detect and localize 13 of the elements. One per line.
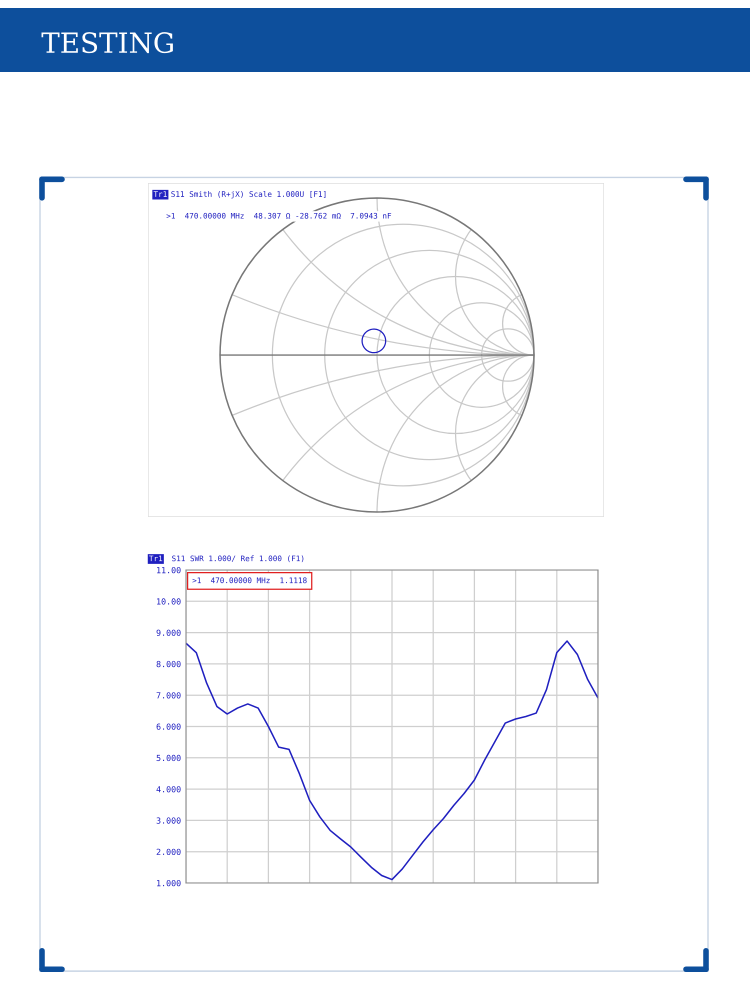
y-tick-label: 11.00 <box>157 567 181 574</box>
y-tick-label: 3.000 <box>156 817 181 824</box>
y-tick-label: 8.000 <box>156 660 181 668</box>
y-tick-label: 2.000 <box>156 848 181 856</box>
y-tick-label: 7.000 <box>156 692 181 699</box>
y-tick-label: 9.000 <box>156 630 181 636</box>
y-tick-label: 6.000 <box>156 724 181 730</box>
y-tick-label: 1.000 <box>157 880 181 886</box>
line-series <box>186 640 598 880</box>
y-tick-label: 4.000 <box>156 786 181 792</box>
text: TESTING <box>42 32 173 54</box>
y-tick-label: 5.000 <box>156 754 181 762</box>
y-tick-label: 10.00 <box>157 598 181 605</box>
